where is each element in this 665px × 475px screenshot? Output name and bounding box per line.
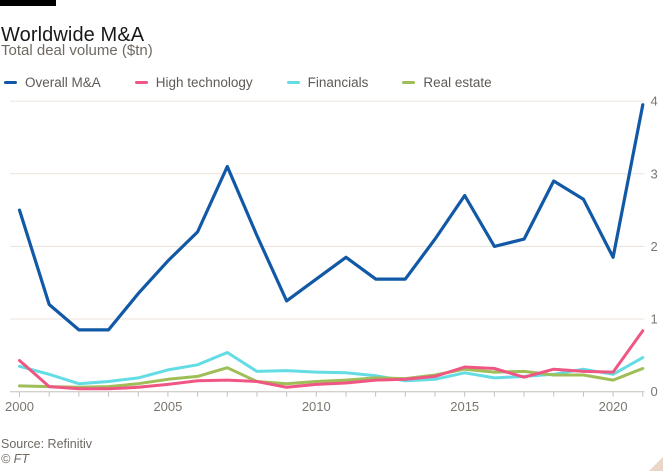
source-note: Source: Refinitiv [1,437,93,451]
y-axis-label: 4 [651,94,658,109]
resize-grip-icon[interactable] [649,457,663,471]
x-axis-label: 2010 [302,399,331,414]
legend-swatch-icon [286,80,300,85]
legend-item[interactable]: High technology [134,75,253,90]
x-axis-label: 2005 [153,399,182,414]
legend-swatch-icon [134,80,148,85]
y-axis-label: 2 [651,239,658,254]
legend-swatch-icon [4,80,17,85]
line-overall-m-a [17,103,645,332]
legend-swatch-icon [402,80,416,85]
line-financials [18,351,645,386]
top-accent-bar [0,0,56,6]
legend-label: Financials [307,75,369,90]
legend-label: High technology [155,75,253,90]
line-high-technology [18,329,645,391]
y-axis-label: 0 [651,384,658,399]
footer: Source: Refinitiv © FT [1,437,92,467]
ft-copyright: © FT [1,452,29,466]
legend-label: Real estate [423,75,492,90]
legend: Overall M&A High technology Financials Real… [4,75,492,90]
x-axis-label: 2020 [599,399,628,414]
legend-label: Overall M&A [25,75,101,90]
y-axis-label: 1 [651,312,658,327]
page-title: Worldwide M&A [1,24,145,47]
legend-item[interactable]: Real estate [402,75,492,90]
x-axis-label: 2015 [450,399,479,414]
x-axis-label: 2000 [5,399,34,414]
legend-item[interactable]: Overall M&A [4,75,101,90]
legend-item[interactable]: Financials [286,75,369,90]
chart-subtitle: Total deal volume ($tn) [1,42,153,59]
y-axis-label: 3 [651,166,658,181]
